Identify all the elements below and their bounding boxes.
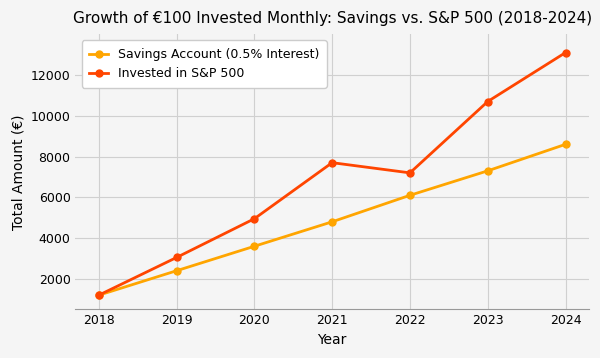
Savings Account (0.5% Interest): [484, 169, 491, 173]
Savings Account (0.5% Interest): [251, 244, 258, 248]
X-axis label: Year: Year: [317, 333, 347, 347]
Invested in S&P 500: [329, 160, 336, 165]
Y-axis label: Total Amount (€): Total Amount (€): [11, 114, 25, 229]
Invested in S&P 500: [173, 255, 180, 260]
Invested in S&P 500: [406, 171, 413, 175]
Title: Growth of €100 Invested Monthly: Savings vs. S&P 500 (2018-2024): Growth of €100 Invested Monthly: Savings…: [73, 11, 592, 26]
Invested in S&P 500: [484, 100, 491, 104]
Savings Account (0.5% Interest): [406, 193, 413, 198]
Invested in S&P 500: [251, 217, 258, 221]
Savings Account (0.5% Interest): [329, 220, 336, 224]
Line: Invested in S&P 500: Invested in S&P 500: [95, 49, 569, 299]
Invested in S&P 500: [562, 50, 569, 55]
Savings Account (0.5% Interest): [173, 268, 180, 273]
Savings Account (0.5% Interest): [95, 293, 103, 297]
Savings Account (0.5% Interest): [562, 142, 569, 146]
Legend: Savings Account (0.5% Interest), Invested in S&P 500: Savings Account (0.5% Interest), Investe…: [82, 40, 327, 88]
Line: Savings Account (0.5% Interest): Savings Account (0.5% Interest): [95, 141, 569, 299]
Invested in S&P 500: [95, 293, 103, 297]
